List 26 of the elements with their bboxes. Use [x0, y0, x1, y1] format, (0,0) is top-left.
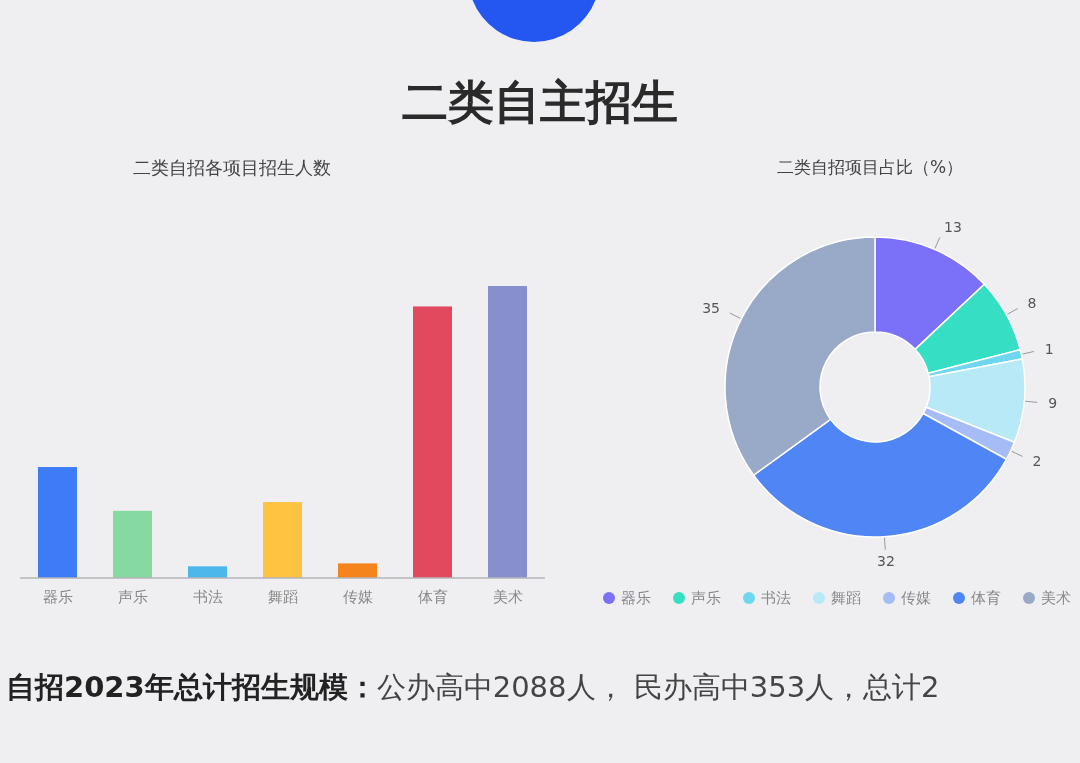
bar	[488, 286, 527, 578]
data-label: 13	[944, 219, 962, 236]
text: 二类自主招生	[402, 75, 678, 129]
text: 自招2023年总计招生规模：	[6, 670, 377, 704]
data-label: 1	[1044, 341, 1054, 358]
x-tick-label: 传媒	[342, 588, 373, 606]
data-label: 32	[877, 552, 895, 569]
data-label: 8	[1027, 295, 1037, 312]
x-tick-label: 体育	[417, 588, 448, 606]
chart-title: 二类自招各项目招生人数	[133, 157, 331, 178]
bar	[38, 467, 77, 578]
data-label: 9	[1048, 395, 1058, 412]
data-label: 35	[702, 300, 720, 317]
x-tick-label: 器乐	[42, 588, 73, 606]
bar	[338, 563, 377, 578]
chart-title: 二类自招项目占比（%）	[776, 157, 964, 177]
x-tick-label: 舞蹈	[267, 588, 298, 606]
x-tick-label: 美术	[492, 588, 523, 606]
data-label: 2	[1032, 453, 1042, 470]
text: 公办高中2088人， 民办高中353人，总计2	[376, 670, 940, 704]
bar	[263, 502, 302, 578]
bar	[113, 510, 152, 578]
bar	[413, 306, 452, 578]
bar	[188, 566, 227, 578]
x-tick-label: 书法	[192, 588, 223, 606]
x-tick-label: 声乐	[117, 588, 148, 606]
